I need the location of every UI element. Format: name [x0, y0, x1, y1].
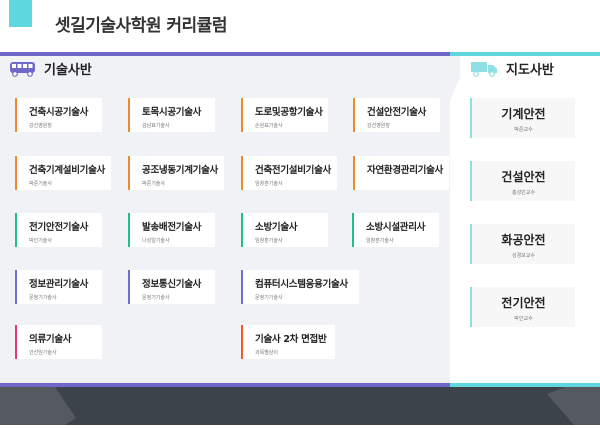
course-teacher: 박인기술사 [29, 238, 53, 244]
course-teacher: 임창훈기술사 [255, 238, 283, 244]
course-teacher: 박준교수 [514, 127, 533, 133]
course-name: 건축기계설비기술사 [29, 165, 105, 176]
divider [0, 52, 450, 56]
course-name: 토목시공기술사 [142, 107, 202, 118]
course-teacher: 과목별상이 [255, 350, 279, 356]
course-teacher: 강선영원장 [29, 123, 53, 129]
course-teacher: 손원표기술사 [255, 123, 283, 129]
course-name: 건축전기설비기술사 [255, 165, 331, 176]
page-title: 셋길기술사학원 커리큘럼 [55, 16, 227, 36]
footer [0, 387, 600, 425]
logo-square [9, 0, 32, 27]
course-name: 자연환경관리기술사 [367, 165, 443, 176]
course-teacher: 홍성민교수 [511, 190, 535, 196]
divider [0, 383, 450, 387]
course-name: 기계안전 [501, 107, 546, 121]
course-name: 전기안전기술사 [29, 222, 89, 233]
course-name: 도로및공항기술사 [255, 107, 323, 118]
course-name: 화공안전 [501, 233, 546, 247]
course-teacher: 박준기술사 [29, 181, 53, 187]
course-teacher: 강선영원장 [367, 123, 391, 129]
course-teacher: 성경모교수 [511, 253, 535, 259]
course-name: 의류기술사 [29, 334, 72, 345]
course-name: 발송배전기술사 [142, 222, 202, 233]
course-teacher: 임창훈기술사 [366, 238, 394, 244]
course-name: 정보관리기술사 [29, 279, 89, 290]
guide-section-header: 지도사반 [470, 59, 554, 78]
course-name: 건축시공기술사 [29, 107, 89, 118]
bus-icon [10, 61, 35, 77]
course-name: 기술사 2차 면접반 [255, 334, 327, 345]
course-teacher: 안선임기술사 [29, 350, 57, 356]
divider [450, 52, 600, 56]
course-name: 컴퓨터시스템응용기술사 [255, 279, 348, 290]
tech-section-header: 기술사반 [9, 59, 92, 78]
course-teacher: 김남효기술사 [142, 123, 170, 129]
panel-notch [450, 56, 460, 100]
course-name: 공조냉동기계기술사 [142, 165, 218, 176]
course-name: 소방기술사 [255, 222, 298, 233]
course-name: 소방시설관리사 [366, 222, 426, 233]
course-teacher: 박인교수 [514, 316, 533, 322]
course-teacher: 나성일기술사 [142, 238, 170, 244]
course-teacher: 박준기술사 [142, 181, 166, 187]
course-teacher: 문정기기술사 [29, 295, 57, 301]
course-teacher: 문정기기술사 [255, 295, 283, 301]
guide-section-title: 지도사반 [506, 63, 554, 78]
course-teacher: 임창훈기술사 [255, 181, 283, 187]
course-name: 건설안전기술사 [367, 107, 427, 118]
course-teacher: 문정기기술사 [142, 295, 170, 301]
course-card[interactable]: 자연환경관리기술사 [353, 156, 449, 190]
divider [450, 383, 600, 387]
course-name: 정보통신기술사 [142, 279, 202, 290]
course-name: 건설안전 [501, 170, 546, 184]
truck-icon [471, 61, 497, 77]
tech-section-title: 기술사반 [44, 63, 92, 78]
footer-decoration [0, 387, 600, 425]
course-name: 전기안전 [501, 296, 546, 310]
